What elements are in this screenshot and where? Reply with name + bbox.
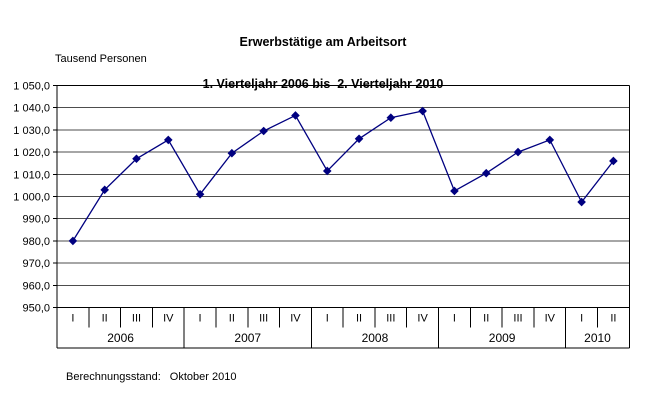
- data-point-marker: [354, 134, 364, 144]
- footnote-label: Berechnungsstand:: [66, 371, 161, 383]
- data-point-marker: [545, 135, 555, 145]
- data-point-marker: [418, 106, 427, 116]
- x-axis-quarter-label: II: [356, 313, 362, 325]
- x-axis-year-label: 2010: [584, 331, 611, 345]
- y-axis-tick-label: 1 040,0: [13, 103, 50, 115]
- y-axis-tick-label: 1 030,0: [13, 125, 50, 137]
- x-axis-quarter-label: I: [199, 313, 202, 325]
- x-axis-year-label: 2009: [489, 331, 516, 345]
- x-axis-quarter-label: IV: [290, 313, 301, 325]
- x-axis-year-label: 2006: [107, 331, 134, 345]
- y-axis-tick-label: 1 010,0: [13, 169, 50, 181]
- chart-title-line1: Erwerbstätige am Arbeitsort: [239, 35, 407, 49]
- y-axis-tick-label: 1 020,0: [13, 147, 50, 159]
- x-axis-quarter-label: II: [102, 313, 108, 325]
- data-point-marker: [195, 189, 205, 199]
- data-point-marker: [132, 154, 141, 164]
- x-axis-quarter-label: IV: [417, 313, 428, 325]
- data-point-marker: [609, 156, 618, 166]
- data-point-marker: [577, 197, 586, 207]
- y-axis-tick-label: 990,0: [22, 214, 50, 226]
- x-axis-quarter-label: II: [229, 313, 235, 325]
- x-axis-quarter-label: III: [513, 313, 522, 325]
- x-axis-year-label: 2008: [362, 331, 389, 345]
- chart-title: Erwerbstätige am Arbeitsort 1. Viertelja…: [0, 7, 646, 105]
- y-axis-tick-label: 950,0: [22, 303, 50, 315]
- data-point-marker: [227, 148, 237, 158]
- x-axis-quarter-label: III: [132, 313, 141, 325]
- data-line: [72, 110, 614, 242]
- x-axis-quarter-label: IV: [545, 313, 556, 325]
- y-axis-tick-label: 1 000,0: [13, 192, 50, 204]
- footnote-value: Oktober 2010: [169, 371, 237, 383]
- y-axis-tick-label: 1 050,0: [13, 81, 50, 93]
- y-axis-tick-label: 960,0: [22, 280, 50, 292]
- y-axis-unit-label: Tausend Personen: [55, 53, 147, 65]
- data-point-marker: [513, 147, 523, 157]
- x-axis-quarter-label: I: [580, 313, 583, 325]
- data-point-marker: [291, 111, 300, 120]
- x-axis-quarter-label: II: [610, 313, 616, 325]
- x-axis-quarter-label: IV: [163, 313, 174, 325]
- y-axis-tick-label: 980,0: [22, 236, 50, 248]
- x-axis-quarter-label: III: [386, 313, 395, 325]
- x-axis-quarter-label: II: [483, 313, 489, 325]
- data-point-marker: [481, 168, 491, 178]
- x-axis-quarter-label: III: [259, 313, 268, 325]
- x-axis-quarter-label: I: [453, 313, 456, 325]
- data-point-marker: [322, 166, 332, 176]
- data-point-marker: [386, 113, 396, 122]
- data-point-marker: [163, 135, 173, 145]
- data-point-marker: [259, 126, 268, 136]
- data-point-marker: [68, 236, 78, 246]
- data-point-marker: [100, 185, 109, 195]
- y-axis-tick-label: 970,0: [22, 258, 50, 270]
- chart-title-line2: 1. Vierteljahr 2006 bis 2. Vierteljahr 2…: [202, 77, 444, 91]
- x-axis-year-label: 2007: [234, 331, 261, 345]
- footnote: Berechnungsstand: Oktober 2010: [66, 371, 236, 383]
- x-axis-quarter-label: I: [71, 313, 74, 325]
- x-axis-quarter-label: I: [326, 313, 329, 325]
- data-point-marker: [450, 186, 459, 196]
